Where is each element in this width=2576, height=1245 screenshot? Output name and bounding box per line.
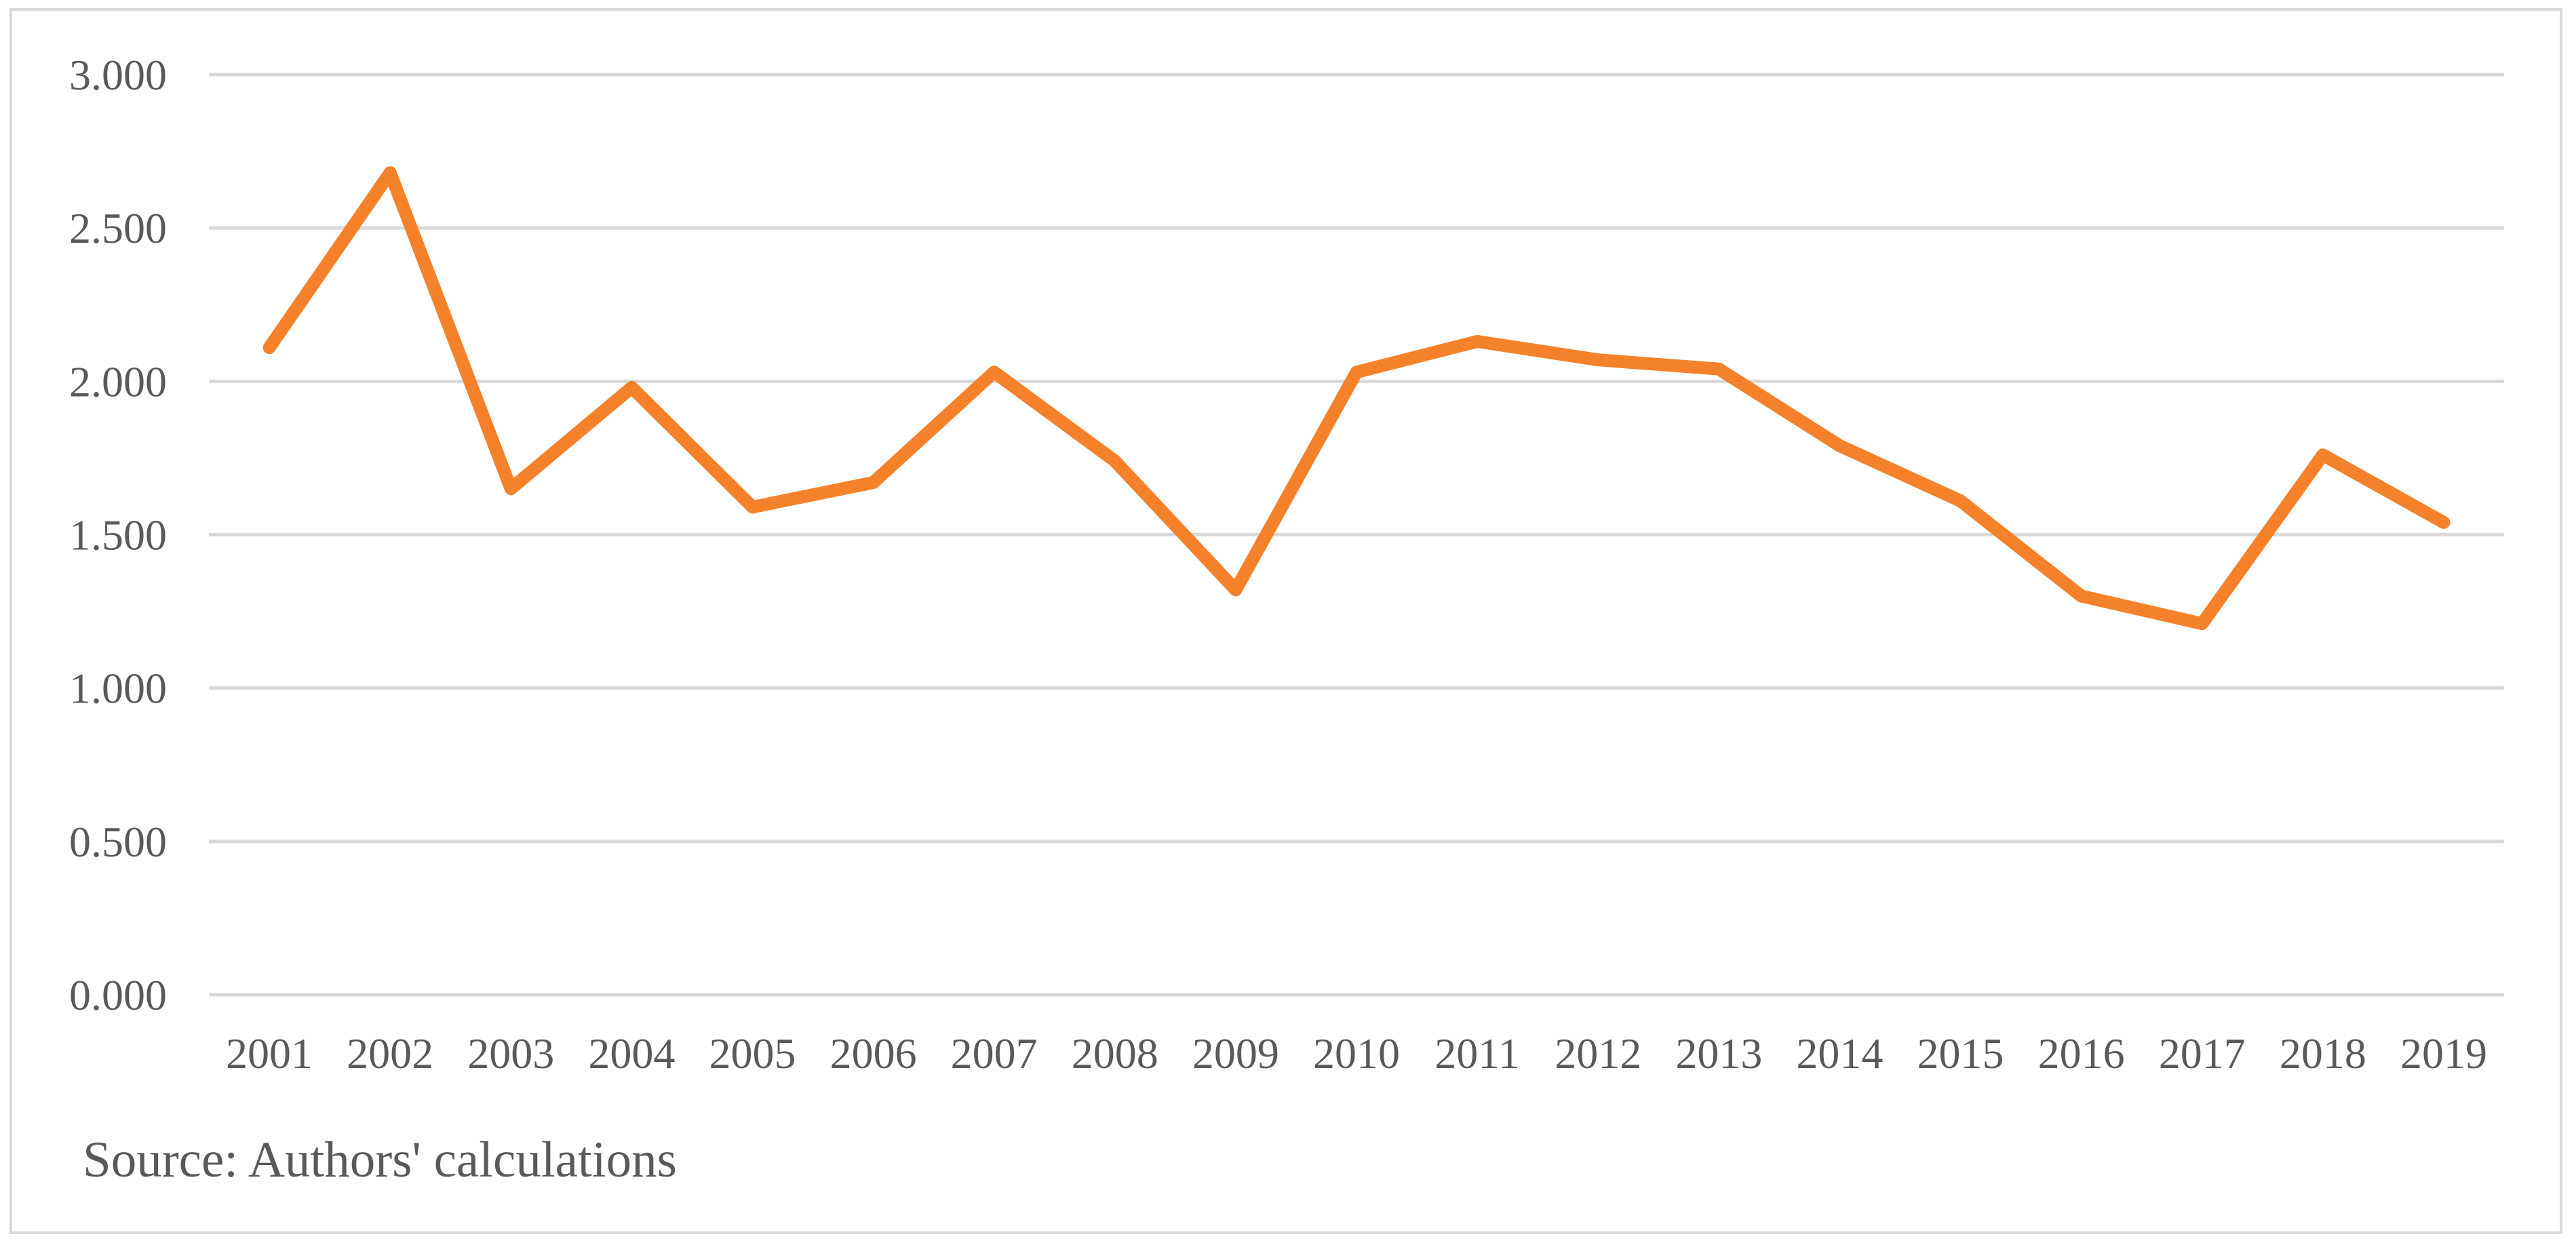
x-tick-label: 2019	[2400, 1029, 2487, 1078]
x-tick-label: 2003	[467, 1029, 554, 1078]
x-tick-label: 2010	[1313, 1029, 1400, 1078]
y-tick-label: 1.500	[69, 511, 167, 559]
x-tick-label: 2016	[2038, 1029, 2125, 1078]
x-tick-label: 2008	[1072, 1029, 1158, 1078]
y-axis-tick-labels: 0.000 0.500 1.000 1.500 2.000 2.500 3.000	[69, 51, 167, 1019]
x-tick-label: 2009	[1192, 1029, 1279, 1078]
x-tick-label: 2017	[2159, 1029, 2246, 1078]
source-note: Source: Authors' calculations	[83, 1132, 677, 1188]
x-tick-label: 2007	[951, 1029, 1038, 1078]
x-tick-label: 2011	[1435, 1029, 1520, 1078]
x-tick-label: 2005	[709, 1029, 796, 1078]
x-axis-tick-labels: 2001 2002 2003 2004 2005 2006 2007 2008 2009 2010…	[226, 1029, 2487, 1078]
y-tick-label: 1.000	[69, 665, 167, 713]
x-tick-label: 2013	[1675, 1029, 1762, 1078]
chart-frame	[9, 8, 2562, 1234]
y-tick-label: 2.000	[69, 357, 167, 406]
y-tick-label: 0.000	[69, 971, 167, 1019]
gridlines	[209, 73, 2504, 997]
series-line	[262, 166, 2451, 631]
x-tick-label: 2004	[588, 1029, 675, 1078]
x-tick-label: 2014	[1796, 1029, 1883, 1078]
series-lines	[262, 166, 2451, 631]
y-tick-label: 0.500	[69, 818, 167, 866]
x-tick-label: 2015	[1917, 1029, 2004, 1078]
x-tick-label: 2001	[226, 1029, 313, 1078]
y-tick-label: 2.500	[69, 204, 167, 252]
x-tick-label: 2018	[2280, 1029, 2366, 1078]
x-tick-label: 2012	[1555, 1029, 1641, 1078]
x-tick-label: 2002	[347, 1029, 433, 1078]
x-tick-label: 2006	[830, 1029, 917, 1078]
y-tick-label: 3.000	[69, 51, 167, 99]
